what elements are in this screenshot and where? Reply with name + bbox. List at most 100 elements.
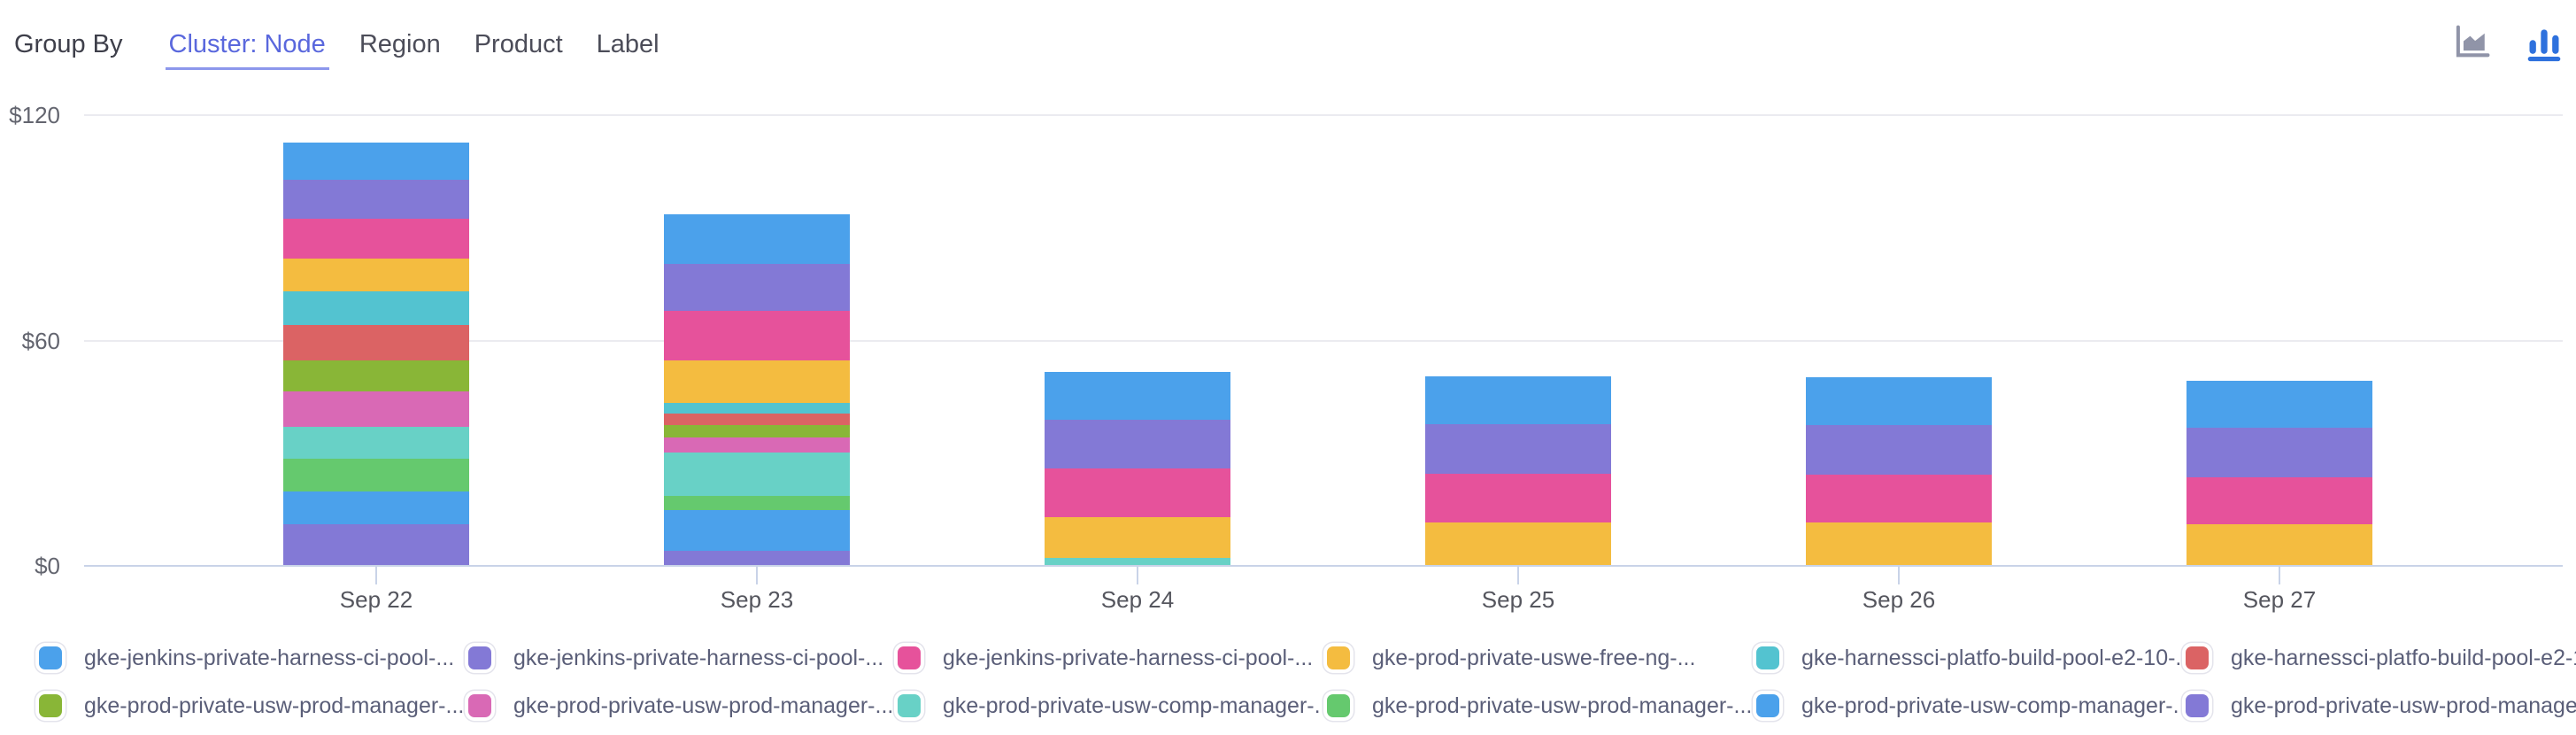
bar-segment-series-1[interactable] xyxy=(2187,381,2372,428)
bar-segment-series-9[interactable] xyxy=(283,426,469,459)
bar-segment-series-2[interactable] xyxy=(664,263,850,311)
legend-item[interactable]: gke-harnessci-platfo-build-pool-e2-10-..… xyxy=(2180,638,2576,678)
legend-label: gke-prod-private-usw-prod-manager-... xyxy=(1372,692,1751,718)
y-axis-label: $120 xyxy=(9,102,60,128)
bar-segment-series-3[interactable] xyxy=(1425,474,1611,522)
legend-item[interactable]: gke-prod-private-usw-comp-manager-... xyxy=(1751,685,2180,726)
bar-segment-series-1[interactable] xyxy=(283,142,469,180)
legend-label: gke-jenkins-private-harness-ci-pool-... xyxy=(513,645,884,670)
bar-segment-series-11[interactable] xyxy=(664,510,850,551)
bar-segment-series-2[interactable] xyxy=(1425,424,1611,475)
y-axis-label: $0 xyxy=(35,553,60,579)
bar-segment-series-3[interactable] xyxy=(664,310,850,361)
legend-label: gke-prod-private-usw-prod-manager-... xyxy=(2231,692,2576,718)
bar-segment-series-7[interactable] xyxy=(664,425,850,438)
bar-segment-series-2[interactable] xyxy=(283,179,469,219)
bar-segment-series-2[interactable] xyxy=(1045,419,1230,469)
legend-item[interactable]: gke-prod-private-usw-prod-manager-... xyxy=(2180,685,2576,726)
bar-segment-series-10[interactable] xyxy=(283,458,469,491)
bar-segment-series-6[interactable] xyxy=(283,325,469,360)
legend-item[interactable]: gke-prod-private-usw-prod-manager-... xyxy=(1322,685,1751,726)
bar-segment-series-6[interactable] xyxy=(664,413,850,426)
bar-segment-series-1[interactable] xyxy=(1425,375,1611,425)
x-axis-tick xyxy=(375,567,377,584)
group-by-tabs: Cluster: Node Region Product Label xyxy=(165,27,690,70)
bar-segment-series-8[interactable] xyxy=(283,391,469,427)
legend-label: gke-jenkins-private-harness-ci-pool-... xyxy=(943,645,1314,670)
area-chart-icon[interactable] xyxy=(2452,23,2493,62)
group-by-label: Group By xyxy=(14,30,123,58)
legend-swatch xyxy=(2186,646,2209,669)
legend-swatch xyxy=(1756,646,1779,669)
x-axis-label: Sep 23 xyxy=(720,586,794,613)
tab-product[interactable]: Product xyxy=(474,30,563,58)
bar-segment-series-4[interactable] xyxy=(1045,516,1230,558)
legend-label: gke-prod-private-usw-comp-manager-... xyxy=(943,692,1322,718)
bar-segment-series-1[interactable] xyxy=(1806,377,1992,425)
bar-segment-series-5[interactable] xyxy=(283,291,469,326)
legend-item[interactable]: gke-prod-private-usw-prod-manager-... xyxy=(463,685,892,726)
bar-segment-series-3[interactable] xyxy=(2187,476,2372,524)
bar-segment-series-4[interactable] xyxy=(2187,523,2372,566)
bar-segment-series-3[interactable] xyxy=(1806,474,1992,522)
x-axis-label: Sep 27 xyxy=(2242,586,2317,613)
legend-label: gke-prod-private-uswe-free-ng-... xyxy=(1372,645,1696,670)
chart-type-switcher xyxy=(2452,23,2564,62)
legend-item[interactable]: gke-jenkins-private-harness-ci-pool-... xyxy=(463,638,892,678)
y-axis-label: $60 xyxy=(21,327,60,354)
bar-sep-22 xyxy=(283,142,469,566)
bar-segment-series-3[interactable] xyxy=(283,218,469,259)
legend-swatch xyxy=(39,694,62,717)
bar-segment-series-4[interactable] xyxy=(1806,522,1992,566)
legend-swatch xyxy=(1327,694,1350,717)
bar-segment-series-7[interactable] xyxy=(283,360,469,391)
x-axis-label: Sep 25 xyxy=(1481,586,1555,613)
x-axis-label: Sep 24 xyxy=(1100,586,1175,613)
legend-item[interactable]: gke-jenkins-private-harness-ci-pool-... xyxy=(34,638,463,678)
bar-segment-series-2[interactable] xyxy=(2187,427,2372,477)
tab-label[interactable]: Label xyxy=(596,30,659,58)
bar-segment-series-1[interactable] xyxy=(1045,372,1230,420)
legend-item[interactable]: gke-harnessci-platfo-build-pool-e2-10-..… xyxy=(1751,638,2180,678)
legend-label: gke-jenkins-private-harness-ci-pool-... xyxy=(84,645,455,670)
bar-segment-series-2[interactable] xyxy=(1806,424,1992,475)
bar-segment-series-12[interactable] xyxy=(664,550,850,566)
bar-sep-27 xyxy=(2187,381,2372,566)
legend-swatch xyxy=(898,646,921,669)
bar-chart-icon[interactable] xyxy=(2525,23,2564,62)
legend-swatch xyxy=(1327,646,1350,669)
bar-sep-26 xyxy=(1806,377,1992,566)
x-axis-tick xyxy=(1898,567,1900,584)
legend-swatch xyxy=(898,694,921,717)
bar-segment-series-8[interactable] xyxy=(664,437,850,453)
bar-segment-series-12[interactable] xyxy=(283,523,469,566)
bar-segment-series-3[interactable] xyxy=(1045,468,1230,517)
bar-segment-series-9[interactable] xyxy=(664,452,850,496)
bar-segment-series-4[interactable] xyxy=(283,259,469,292)
gridline-120 xyxy=(84,114,2563,116)
bar-segment-series-1[interactable] xyxy=(664,213,850,264)
legend-label: gke-harnessci-platfo-build-pool-e2-10-..… xyxy=(1801,645,2180,670)
legend-swatch xyxy=(39,646,62,669)
x-axis-tick xyxy=(1517,567,1519,584)
legend-swatch xyxy=(2186,694,2209,717)
tab-region[interactable]: Region xyxy=(359,30,441,58)
legend-item[interactable]: gke-jenkins-private-harness-ci-pool-... xyxy=(892,638,1322,678)
bar-segment-series-10[interactable] xyxy=(664,495,850,511)
legend-label: gke-prod-private-usw-prod-manager-... xyxy=(513,692,892,718)
bar-segment-series-11[interactable] xyxy=(283,491,469,524)
bar-sep-25 xyxy=(1425,375,1611,566)
bar-segment-series-5[interactable] xyxy=(664,402,850,414)
legend-item[interactable]: gke-prod-private-usw-prod-manager-... xyxy=(34,685,463,726)
legend-label: gke-harnessci-platfo-build-pool-e2-10-..… xyxy=(2231,645,2576,670)
bar-sep-23 xyxy=(664,213,850,566)
bar-segment-series-4[interactable] xyxy=(1425,522,1611,566)
bar-sep-24 xyxy=(1045,372,1230,566)
tab-cluster-node[interactable]: Cluster: Node xyxy=(165,27,329,70)
bar-segment-series-4[interactable] xyxy=(664,360,850,403)
legend-item[interactable]: gke-prod-private-uswe-free-ng-... xyxy=(1322,638,1751,678)
legend-item[interactable]: gke-prod-private-usw-comp-manager-... xyxy=(892,685,1322,726)
bar-segment-series-9[interactable] xyxy=(1045,557,1230,566)
legend-swatch xyxy=(1756,694,1779,717)
